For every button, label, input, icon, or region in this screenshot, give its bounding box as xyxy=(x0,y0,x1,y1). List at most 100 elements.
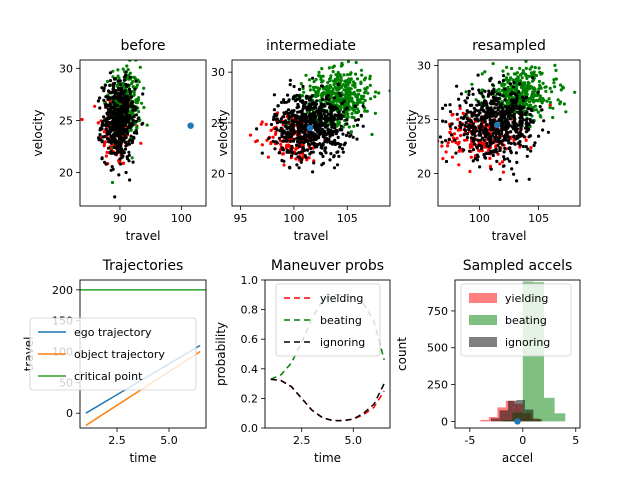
scatter-point xyxy=(347,99,351,103)
scatter-point xyxy=(339,75,343,79)
scatter-point xyxy=(481,131,485,135)
scatter-point xyxy=(279,117,283,121)
scatter-point xyxy=(500,160,505,164)
scatter-point xyxy=(311,85,316,89)
scatter-point xyxy=(131,100,135,104)
scatter-point xyxy=(356,101,360,105)
scatter-point xyxy=(490,114,494,118)
scatter-point xyxy=(552,78,556,82)
scatter-point xyxy=(441,119,445,123)
scatter-point xyxy=(308,105,313,109)
scatter-point xyxy=(303,154,307,158)
scatter-point xyxy=(328,158,332,162)
scatter-point xyxy=(134,129,138,133)
scatter-point xyxy=(502,155,506,159)
scatter-point xyxy=(470,132,475,136)
scatter-point xyxy=(282,98,286,102)
scatter-point xyxy=(358,88,362,92)
scatter-point xyxy=(427,137,430,140)
scatter-point xyxy=(297,166,301,170)
scatter-point xyxy=(498,162,502,166)
scatter-point xyxy=(122,78,126,82)
scatter-point xyxy=(131,160,135,164)
scatter-point xyxy=(547,97,551,101)
scatter-point xyxy=(275,121,279,125)
scatter-point xyxy=(315,109,319,113)
scatter-point xyxy=(321,161,326,165)
scatter-point xyxy=(345,106,349,110)
scatter-point xyxy=(345,122,349,126)
scatter-point xyxy=(325,84,329,88)
scatter-point xyxy=(355,77,360,81)
scatter-point xyxy=(452,132,457,136)
scatter-point xyxy=(104,127,108,131)
scatter-point xyxy=(280,100,284,104)
scatter-point xyxy=(271,135,275,139)
scatter-point xyxy=(288,127,292,131)
scatter-point xyxy=(354,118,358,122)
scatter-point xyxy=(305,115,309,119)
histogram-bar xyxy=(524,409,534,422)
scatter-point xyxy=(102,130,106,134)
scatter-point xyxy=(103,140,108,144)
scatter-point xyxy=(121,81,125,85)
scatter-point xyxy=(131,122,135,126)
scatter-point xyxy=(127,139,131,143)
scatter-point xyxy=(322,86,327,90)
scatter-point xyxy=(350,106,354,110)
scatter-point xyxy=(510,167,514,171)
scatter-point xyxy=(341,110,345,114)
scatter-point xyxy=(528,100,532,104)
scatter-point xyxy=(548,103,552,107)
scatter-point xyxy=(305,96,309,100)
scatter-point xyxy=(340,101,344,106)
scatter-point xyxy=(506,108,510,112)
scatter-point xyxy=(98,133,102,137)
scatter-point xyxy=(331,89,335,93)
scatter-point xyxy=(521,105,525,109)
scatter-point xyxy=(533,141,537,145)
scatter-point xyxy=(290,109,294,113)
scatter-point xyxy=(467,93,471,97)
x-axis-label: travel xyxy=(492,229,527,243)
panel-1: 95 100 105 20 25 30 intermediate travel velocity xyxy=(211,38,391,243)
scatter-point xyxy=(105,150,109,154)
scatter-point xyxy=(448,103,452,107)
plot-area xyxy=(80,60,149,199)
scatter-point xyxy=(334,106,338,111)
scatter-point xyxy=(108,131,112,136)
scatter-point xyxy=(328,89,332,93)
scatter-point xyxy=(470,145,474,149)
scatter-point xyxy=(455,84,459,88)
scatter-point xyxy=(531,79,535,83)
scatter-point xyxy=(137,110,141,114)
scatter-point xyxy=(281,115,286,119)
scatter-point xyxy=(326,81,330,85)
scatter-point xyxy=(529,149,533,153)
scatter-point xyxy=(142,86,146,90)
scatter-point xyxy=(524,130,529,134)
scatter-point xyxy=(266,155,270,159)
scatter-point xyxy=(272,108,276,112)
scatter-point xyxy=(308,84,312,88)
scatter-point xyxy=(336,82,340,87)
scatter-point xyxy=(444,120,448,124)
scatter-point xyxy=(113,90,117,94)
scatter-point xyxy=(474,117,478,121)
scatter-point xyxy=(129,128,133,132)
scatter-point xyxy=(280,131,284,135)
x-tick-label: 100 xyxy=(171,212,192,225)
scatter-point xyxy=(103,83,108,87)
scatter-point xyxy=(489,149,493,153)
scatter-point xyxy=(111,84,116,88)
scatter-point xyxy=(284,110,288,114)
scatter-point xyxy=(459,128,463,132)
y-tick-label: 25 xyxy=(59,114,73,127)
scatter-point xyxy=(286,93,290,97)
scatter-point xyxy=(119,121,123,125)
scatter-point xyxy=(295,143,299,147)
scatter-point xyxy=(110,90,115,94)
scatter-point xyxy=(102,89,106,93)
scatter-point xyxy=(295,140,300,144)
scatter-point xyxy=(489,106,493,110)
